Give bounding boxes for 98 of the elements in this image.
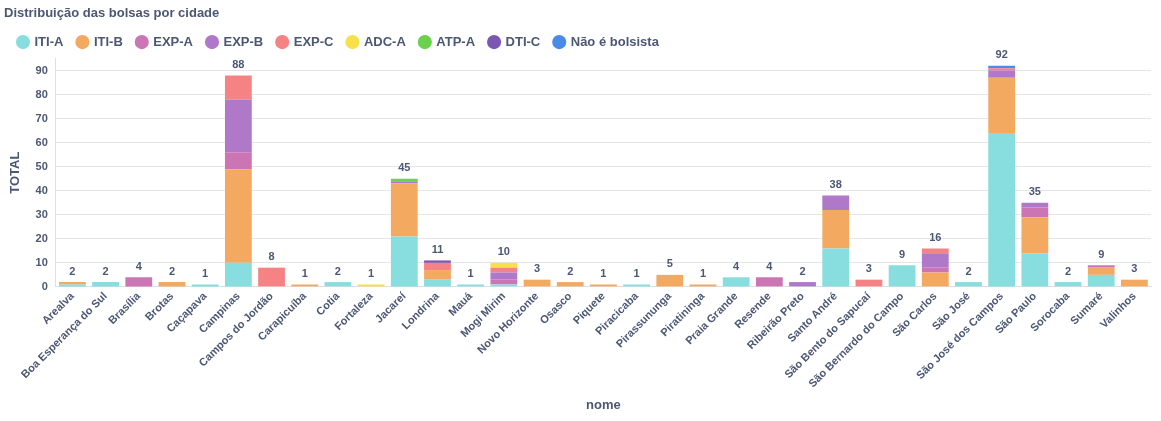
bar bbox=[490, 262, 518, 268]
bar bbox=[224, 152, 252, 170]
bar bbox=[988, 70, 1016, 78]
total-label: 88 bbox=[232, 57, 245, 70]
bar bbox=[988, 133, 1016, 287]
bar bbox=[1087, 265, 1115, 268]
bar bbox=[822, 195, 850, 210]
bar bbox=[722, 277, 750, 287]
total-label: 1 bbox=[633, 267, 640, 280]
total-label: 8 bbox=[268, 250, 275, 263]
bar bbox=[1121, 279, 1148, 287]
total-label: 2 bbox=[168, 264, 176, 277]
bar bbox=[1087, 274, 1115, 287]
total-label: 1 bbox=[368, 267, 375, 280]
y-tick-label: 70 bbox=[35, 111, 48, 124]
total-label: 4 bbox=[766, 259, 774, 272]
total-label: 11 bbox=[431, 242, 444, 255]
y-tick-label: 80 bbox=[35, 87, 48, 100]
legend-label: EXP-A bbox=[153, 33, 194, 49]
bar bbox=[424, 279, 451, 287]
x-axis-title: nome bbox=[586, 396, 621, 412]
total-label: 4 bbox=[733, 259, 741, 272]
bar bbox=[921, 272, 949, 287]
total-label: 3 bbox=[533, 262, 541, 275]
bar bbox=[1021, 207, 1049, 218]
bar bbox=[1054, 282, 1082, 287]
total-label: 4 bbox=[135, 259, 143, 272]
bar bbox=[158, 282, 186, 287]
bar bbox=[1021, 202, 1049, 208]
legend-label: ATP-A bbox=[436, 33, 476, 49]
total-label: 1 bbox=[699, 267, 707, 280]
total-label: 5 bbox=[666, 257, 673, 270]
y-tick-label: 40 bbox=[35, 183, 48, 196]
bar bbox=[822, 209, 850, 249]
bar bbox=[988, 77, 1016, 134]
bar bbox=[324, 282, 352, 287]
bar bbox=[424, 262, 451, 271]
bar bbox=[390, 183, 418, 237]
chart-title: Distribuição das bolsas por cidade bbox=[4, 5, 220, 21]
bar bbox=[1021, 217, 1049, 254]
y-tick-label: 60 bbox=[35, 135, 48, 148]
total-label: 2 bbox=[1064, 264, 1072, 277]
total-label: 2 bbox=[799, 264, 806, 277]
legend-label: ITI-A bbox=[34, 33, 64, 49]
total-label: 3 bbox=[865, 262, 872, 275]
bar bbox=[424, 260, 451, 263]
total-label: 1 bbox=[467, 267, 474, 280]
bar bbox=[224, 75, 252, 100]
bar bbox=[224, 169, 252, 263]
legend-label: ADC-A bbox=[363, 33, 407, 49]
bar bbox=[224, 262, 252, 287]
y-tick-label: 20 bbox=[35, 231, 48, 244]
bar bbox=[822, 248, 850, 287]
bar bbox=[955, 282, 982, 287]
total-label: 2 bbox=[965, 264, 972, 277]
bar bbox=[390, 236, 418, 287]
y-tick-label: 90 bbox=[35, 63, 48, 76]
bar bbox=[92, 282, 120, 287]
bar bbox=[1087, 267, 1115, 275]
bar bbox=[921, 248, 949, 254]
y-tick-label: 30 bbox=[35, 207, 48, 220]
total-label: 92 bbox=[995, 48, 1008, 61]
total-label: 1 bbox=[600, 267, 607, 280]
total-label: 2 bbox=[102, 264, 109, 277]
bar bbox=[424, 270, 451, 280]
total-label: 10 bbox=[497, 245, 510, 258]
bar bbox=[755, 277, 783, 287]
y-tick-label: 10 bbox=[35, 255, 48, 268]
total-label: 9 bbox=[899, 247, 906, 260]
legend-label: ITI-B bbox=[93, 33, 123, 49]
total-label: 2 bbox=[567, 264, 574, 277]
bar bbox=[921, 253, 949, 268]
y-tick-label: 0 bbox=[41, 279, 48, 292]
legend-label: Não é bolsista bbox=[570, 33, 660, 49]
total-label: 45 bbox=[398, 161, 411, 174]
total-label: 35 bbox=[1028, 185, 1041, 198]
bar bbox=[789, 282, 816, 287]
legend-label: EXP-B bbox=[223, 33, 264, 49]
total-label: 2 bbox=[334, 264, 341, 277]
total-label: 1 bbox=[202, 267, 209, 280]
bar bbox=[490, 272, 518, 280]
total-label: 1 bbox=[301, 267, 308, 280]
total-label: 38 bbox=[829, 178, 842, 191]
bar bbox=[888, 265, 916, 287]
y-tick-label: 50 bbox=[35, 159, 48, 172]
bar bbox=[258, 267, 285, 287]
y-axis-title: TOTAL bbox=[7, 151, 23, 194]
legend-label: EXP-C bbox=[293, 33, 335, 49]
total-label: 2 bbox=[69, 264, 76, 277]
bar bbox=[125, 277, 153, 287]
total-label: 3 bbox=[1131, 262, 1138, 275]
total-label: 9 bbox=[1098, 247, 1105, 260]
bar bbox=[656, 274, 684, 287]
total-label: 16 bbox=[929, 230, 942, 243]
bar bbox=[1021, 253, 1049, 287]
legend-label: DTI-C bbox=[505, 33, 541, 49]
bar bbox=[224, 99, 252, 153]
bar bbox=[556, 282, 584, 287]
